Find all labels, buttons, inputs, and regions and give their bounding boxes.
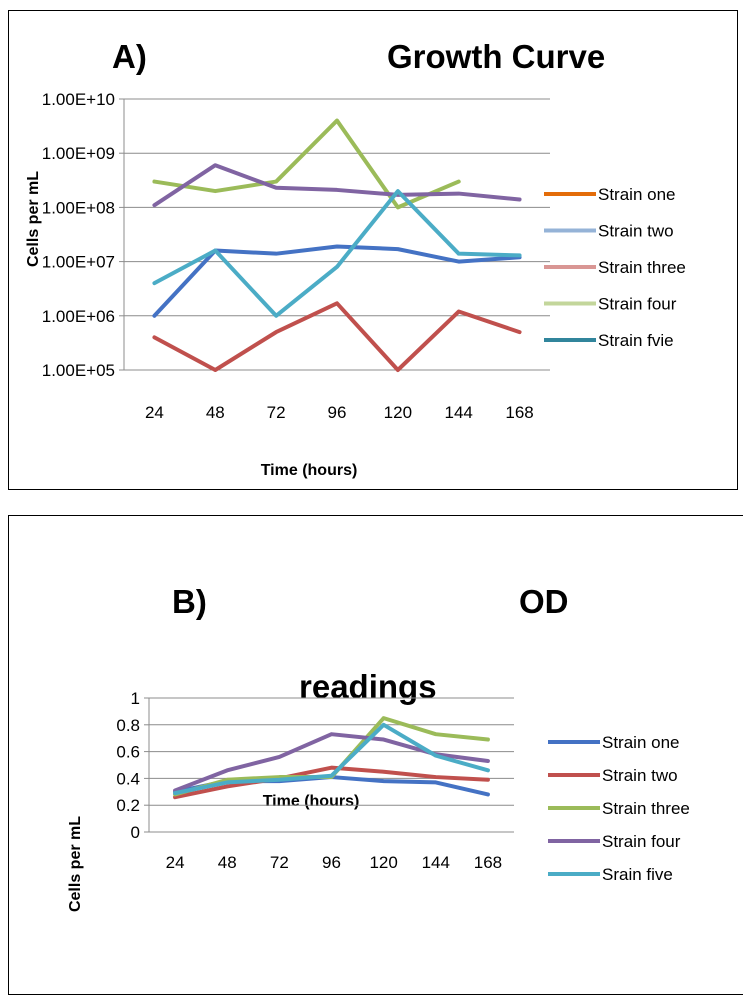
x-tick-label: 96: [328, 403, 347, 422]
x-tick-label: 96: [322, 853, 341, 872]
legend-label: Strain three: [598, 258, 686, 277]
series-line-strain-four: [152, 163, 522, 208]
legend-label: Strain one: [602, 733, 680, 752]
y-tick-label: 0.2: [116, 796, 140, 815]
y-tick-label: 1.00E+10: [42, 90, 115, 109]
series-line-srain-five: [173, 722, 490, 796]
x-tick-label: 144: [445, 403, 473, 422]
x-tick-label: 144: [422, 853, 450, 872]
y-tick-label: 1.00E+05: [42, 361, 115, 380]
x-tick-label: 168: [474, 853, 502, 872]
series-line-strain-fvie: [152, 189, 522, 318]
x-tick-label: 72: [270, 853, 289, 872]
x-tick-label: 48: [218, 853, 237, 872]
legend-label: Strain two: [602, 766, 678, 785]
y-tick-label: 0.8: [116, 716, 140, 735]
y-tick-label: 0.4: [116, 769, 140, 788]
y-tick-label: 0: [131, 823, 140, 842]
x-tick-label: 72: [267, 403, 286, 422]
legend-label: Strain three: [602, 799, 690, 818]
y-tick-label: 1.00E+08: [42, 198, 115, 217]
od-readings-chart-panel: B) OD readings Cells per mL Time (hours)…: [8, 515, 743, 995]
chart-a-y-axis-label: Cells per mL: [25, 171, 42, 267]
legend-label: Strain fvie: [598, 331, 674, 350]
legend-label: Strain one: [598, 185, 676, 204]
growth-curve-chart: A) Growth Curve Cells per mL Time (hours…: [25, 38, 686, 479]
chart-a-label: A): [112, 38, 147, 75]
y-tick-label: 1.00E+06: [42, 307, 115, 326]
x-tick-label: 48: [206, 403, 225, 422]
y-tick-label: 0.6: [116, 743, 140, 762]
series-line-strain-two: [152, 301, 522, 372]
y-tick-label: 1.00E+09: [42, 144, 115, 163]
chart-a-x-axis-label: Time (hours): [261, 462, 358, 479]
x-tick-label: 24: [145, 403, 164, 422]
chart-b-title-line1: OD: [519, 583, 569, 620]
chart-b-x-axis-label: Time (hours): [263, 793, 360, 810]
x-tick-label: 168: [505, 403, 533, 422]
chart-a-title: Growth Curve: [387, 38, 605, 75]
x-tick-label: 24: [166, 853, 185, 872]
chart-b-title-line2: readings: [299, 668, 437, 705]
legend-label: Strain four: [598, 295, 677, 314]
series-line-strain-two: [173, 765, 490, 800]
legend-label: Srain five: [602, 865, 673, 884]
legend-label: Strain four: [602, 832, 681, 851]
chart-b-label: B): [172, 583, 207, 620]
y-tick-label: 1: [131, 689, 140, 708]
x-tick-label: 120: [384, 403, 412, 422]
growth-curve-chart-panel: A) Growth Curve Cells per mL Time (hours…: [8, 10, 738, 490]
od-readings-chart: B) OD readings Cells per mL Time (hours)…: [67, 583, 690, 912]
legend-label: Strain two: [598, 222, 674, 241]
chart-b-y-axis-label: Cells per mL: [67, 816, 84, 912]
x-tick-label: 120: [369, 853, 397, 872]
y-tick-label: 1.00E+07: [42, 253, 115, 272]
